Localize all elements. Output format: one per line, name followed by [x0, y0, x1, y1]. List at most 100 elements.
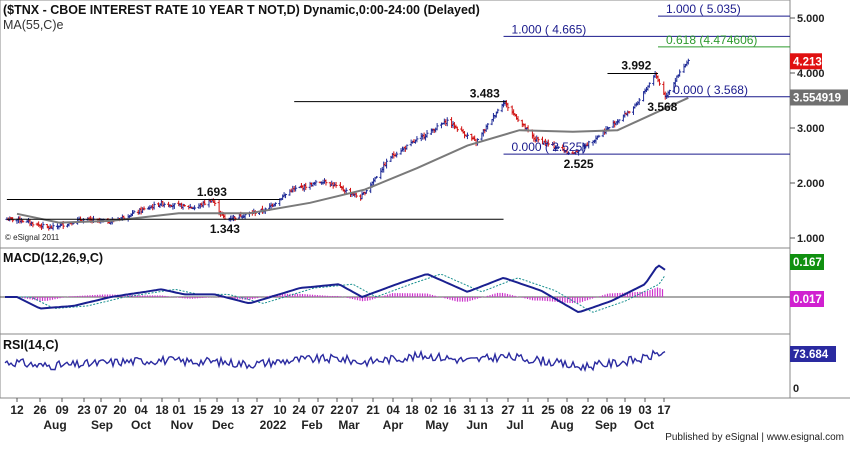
price-axis-label: 5.000: [797, 13, 825, 25]
rsi-value-badge-bg: [790, 346, 836, 362]
day-label: 18: [405, 403, 419, 417]
month-label: Sep: [595, 418, 617, 432]
price-annotation: 3.568: [647, 100, 677, 114]
macd-signal-line: [5, 273, 666, 313]
day-label: 18: [155, 403, 169, 417]
rsi-plot: 73.684 0: [4, 346, 836, 395]
day-label: 06: [600, 403, 614, 417]
ma-55-line: [16, 96, 689, 224]
ohlc-bar: [496, 108, 500, 114]
fib-level-label: 0.000 ( 3.568): [673, 83, 748, 97]
price-axis-label: 3.000: [797, 123, 825, 135]
ohlc-bar: [31, 221, 35, 228]
macd-line: [5, 264, 666, 314]
ohlc-bar: [142, 206, 146, 211]
ma-value-badge: 3.554919: [790, 89, 848, 106]
day-label: 23: [77, 403, 91, 417]
month-label: 2022: [260, 418, 287, 432]
watermark: © eSignal 2011: [5, 233, 60, 242]
day-label: 27: [501, 403, 515, 417]
ohlc-bar: [617, 119, 621, 124]
macd-plot: 0.167 0.017: [0, 254, 824, 314]
month-label: Dec: [212, 418, 234, 432]
day-label: 04: [134, 403, 148, 417]
macd-value-badge-text: 0.167: [793, 257, 822, 269]
price-axis-label: 2.000: [797, 178, 825, 190]
ohlc-bar: [455, 126, 459, 132]
day-label: 08: [560, 403, 574, 417]
ohlc-bar: [647, 82, 651, 88]
day-label: 07: [311, 403, 325, 417]
month-label: Aug: [43, 418, 66, 432]
day-label: 09: [55, 403, 69, 417]
month-label: Jul: [506, 418, 523, 432]
day-label: 22: [330, 403, 344, 417]
price-axis-label: 1.000: [797, 233, 825, 245]
day-label: 11: [522, 403, 535, 417]
day-label: 13: [231, 403, 245, 417]
ohlc-bar: [232, 214, 236, 222]
ohlc-bar: [587, 140, 591, 149]
ma-value-badge-bg: [790, 89, 848, 106]
ohlc-bar: [51, 222, 55, 231]
day-label: 22: [581, 403, 595, 417]
day-label: 13: [480, 403, 494, 417]
ohlc-bar: [284, 193, 288, 199]
day-label: 01: [172, 403, 186, 417]
ohlc-bar: [536, 136, 540, 143]
ohlc-bar: [324, 179, 328, 186]
ohlc-bar: [374, 176, 378, 179]
ohlc-bar: [486, 123, 490, 130]
ohlc-bar: [678, 69, 682, 77]
ohlc-bar: [354, 192, 358, 198]
month-label: Feb: [301, 418, 322, 432]
ohlc-bar: [627, 111, 631, 114]
month-label: Oct: [634, 418, 654, 432]
footer-publisher: Published by eSignal | www.esignal.com: [665, 432, 844, 443]
month-label: Mar: [338, 418, 360, 432]
ma-label: MA(55,C)e: [3, 18, 63, 32]
rsi-panel-frame: [0, 333, 791, 399]
day-label: 27: [250, 403, 264, 417]
month-label: May: [425, 418, 449, 432]
ohlc-bar: [405, 144, 409, 150]
ohlc-bar: [132, 210, 136, 214]
fib-level-label: 1.000 ( 4.665): [512, 22, 587, 36]
ohlc-bar: [41, 221, 45, 229]
ohlc-bar: [657, 78, 661, 86]
macd-title: MACD(12,26,9,C): [3, 251, 103, 265]
price-axis-label: 4.000: [797, 68, 825, 80]
ohlc-bar: [686, 58, 690, 65]
macd-panel-frame: [0, 247, 791, 335]
ohlc-bar: [203, 199, 207, 206]
ohlc-bar: [21, 219, 25, 223]
day-label: 15: [193, 403, 207, 417]
last-price-badge: 4.213: [790, 53, 822, 70]
rsi-title: RSI(14,C): [3, 338, 59, 352]
ohlc-bar: [425, 130, 429, 138]
ohlc-bar: [152, 201, 156, 210]
ohlc-bar: [182, 204, 186, 207]
ohlc-bar: [637, 97, 641, 105]
ohlc-bar: [233, 216, 237, 221]
fib-level-label: 1.000 ( 5.035): [666, 2, 741, 16]
rsi-line: [4, 349, 666, 373]
macd-hist-badge: 0.017: [790, 291, 824, 307]
ohlc-bar: [162, 202, 166, 208]
day-label: 07: [345, 403, 359, 417]
ohlc-bar: [304, 182, 308, 191]
last-price-badge-bg: [790, 53, 822, 70]
ohlc-bar: [334, 181, 338, 188]
fib-level-label: 0.000 ( 2.525): [512, 140, 587, 154]
fib-level-label: 0.618 (4.474606): [666, 33, 757, 47]
day-label: 17: [657, 403, 671, 417]
rsi-value-badge: 73.684: [790, 346, 836, 362]
chart-title: ($TNX - CBOE INTEREST RATE 10 YEAR T NOT…: [3, 3, 480, 17]
ohlc-bar: [556, 146, 560, 149]
day-label: 31: [463, 403, 477, 417]
month-label: Jun: [466, 418, 487, 432]
day-label: 02: [424, 403, 438, 417]
